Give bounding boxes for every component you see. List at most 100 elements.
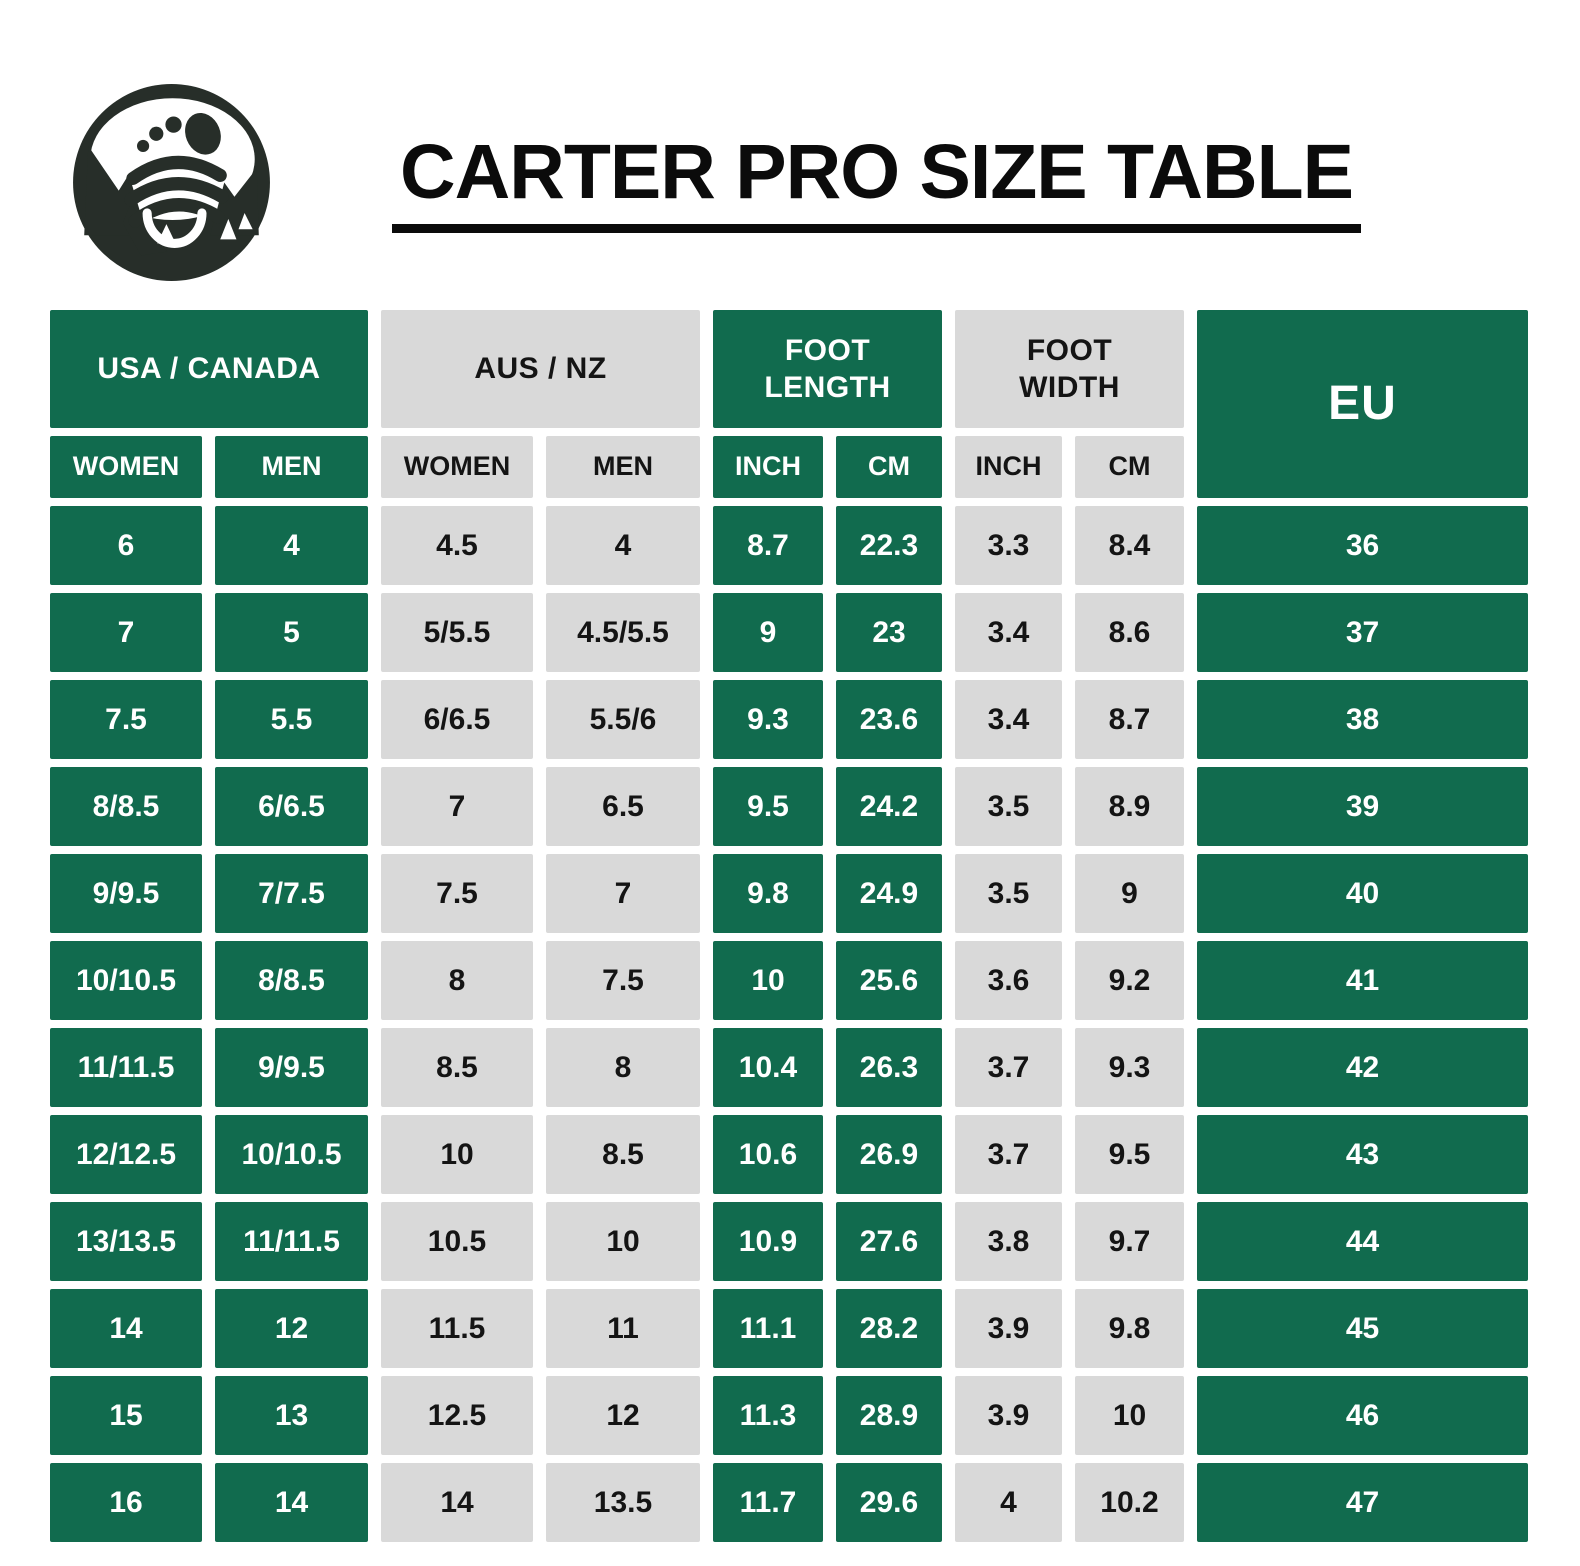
size-cell: 4 xyxy=(215,506,368,585)
size-cell: 9.8 xyxy=(1075,1289,1184,1368)
size-cell: 11.3 xyxy=(713,1376,823,1455)
size-cell: 6 xyxy=(50,506,202,585)
size-cell: 10 xyxy=(381,1115,533,1194)
size-cell: 28.2 xyxy=(836,1289,942,1368)
size-cell: 14 xyxy=(50,1289,202,1368)
size-cell: 11.7 xyxy=(713,1463,823,1542)
title-wrap: CARTER PRO SIZE TABLE xyxy=(273,131,1510,234)
size-cell: 8 xyxy=(546,1028,700,1107)
size-cell: 3.9 xyxy=(955,1289,1062,1368)
size-cell: 3.7 xyxy=(955,1028,1062,1107)
size-cell: 44 xyxy=(1197,1202,1528,1281)
header-bar: CARTER PRO SIZE TABLE xyxy=(0,0,1580,285)
size-cell: 7 xyxy=(50,593,202,672)
size-cell: 9 xyxy=(1075,854,1184,933)
size-cell: 8.4 xyxy=(1075,506,1184,585)
size-cell: 11.5 xyxy=(381,1289,533,1368)
size-cell: 9/9.5 xyxy=(50,854,202,933)
size-cell: 3.8 xyxy=(955,1202,1062,1281)
size-cell: 9.3 xyxy=(1075,1028,1184,1107)
size-cell: 8.5 xyxy=(546,1115,700,1194)
subheader-aus-men: MEN xyxy=(546,436,700,498)
size-cell: 8/8.5 xyxy=(215,941,368,1020)
subheader-length-inch: INCH xyxy=(713,436,823,498)
size-cell: 40 xyxy=(1197,854,1528,933)
size-cell: 26.3 xyxy=(836,1028,942,1107)
size-cell: 7 xyxy=(381,767,533,846)
size-cell: 6/6.5 xyxy=(381,680,533,759)
size-cell: 24.2 xyxy=(836,767,942,846)
size-cell: 4 xyxy=(546,506,700,585)
size-cell: 11 xyxy=(546,1289,700,1368)
size-cell: 9.5 xyxy=(713,767,823,846)
size-cell: 5 xyxy=(215,593,368,672)
size-cell: 3.4 xyxy=(955,593,1062,672)
size-cell: 8 xyxy=(381,941,533,1020)
size-cell: 6.5 xyxy=(546,767,700,846)
size-cell: 27.6 xyxy=(836,1202,942,1281)
size-cell: 7/7.5 xyxy=(215,854,368,933)
size-cell: 11/11.5 xyxy=(50,1028,202,1107)
size-cell: 36 xyxy=(1197,506,1528,585)
size-cell: 9.3 xyxy=(713,680,823,759)
size-cell: 13/13.5 xyxy=(50,1202,202,1281)
size-cell: 14 xyxy=(381,1463,533,1542)
size-cell: 3.9 xyxy=(955,1376,1062,1455)
size-table: USA / CANADA AUS / NZ FOOT LENGTH FOOT W… xyxy=(50,310,1528,1542)
size-cell: 5.5 xyxy=(215,680,368,759)
size-cell: 7.5 xyxy=(546,941,700,1020)
size-cell: 10/10.5 xyxy=(50,941,202,1020)
size-cell: 3.4 xyxy=(955,680,1062,759)
subheader-length-cm: CM xyxy=(836,436,942,498)
size-cell: 42 xyxy=(1197,1028,1528,1107)
size-cell: 7.5 xyxy=(381,854,533,933)
size-cell: 45 xyxy=(1197,1289,1528,1368)
size-cell: 11/11.5 xyxy=(215,1202,368,1281)
size-cell: 9.8 xyxy=(713,854,823,933)
size-cell: 5.5/6 xyxy=(546,680,700,759)
col-group-foot-length: FOOT LENGTH xyxy=(713,310,942,428)
size-cell: 8.7 xyxy=(1075,680,1184,759)
size-cell: 22.3 xyxy=(836,506,942,585)
size-cell: 10.6 xyxy=(713,1115,823,1194)
size-cell: 39 xyxy=(1197,767,1528,846)
subheader-width-inch: INCH xyxy=(955,436,1062,498)
footprint-mountain-icon xyxy=(73,84,270,281)
size-cell: 3.6 xyxy=(955,941,1062,1020)
col-group-aus-nz: AUS / NZ xyxy=(381,310,700,428)
size-cell: 7.5 xyxy=(50,680,202,759)
size-cell: 26.9 xyxy=(836,1115,942,1194)
size-cell: 47 xyxy=(1197,1463,1528,1542)
size-cell: 5/5.5 xyxy=(381,593,533,672)
brand-logo xyxy=(70,81,273,284)
size-cell: 3.7 xyxy=(955,1115,1062,1194)
size-cell: 46 xyxy=(1197,1376,1528,1455)
subheader-usa-men: MEN xyxy=(215,436,368,498)
size-cell: 7 xyxy=(546,854,700,933)
subheader-width-cm: CM xyxy=(1075,436,1184,498)
size-cell: 15 xyxy=(50,1376,202,1455)
col-group-foot-width: FOOT WIDTH xyxy=(955,310,1184,428)
size-cell: 8.9 xyxy=(1075,767,1184,846)
size-cell: 23 xyxy=(836,593,942,672)
page-title: CARTER PRO SIZE TABLE xyxy=(392,131,1361,234)
size-cell: 38 xyxy=(1197,680,1528,759)
size-cell: 16 xyxy=(50,1463,202,1542)
col-group-eu: EU xyxy=(1197,310,1528,498)
size-cell: 13 xyxy=(215,1376,368,1455)
size-cell: 8.7 xyxy=(713,506,823,585)
size-cell: 4.5/5.5 xyxy=(546,593,700,672)
size-cell: 10 xyxy=(713,941,823,1020)
size-cell: 12 xyxy=(546,1376,700,1455)
subheader-aus-women: WOMEN xyxy=(381,436,533,498)
subheader-usa-women: WOMEN xyxy=(50,436,202,498)
col-group-usa-canada: USA / CANADA xyxy=(50,310,368,428)
size-cell: 11.1 xyxy=(713,1289,823,1368)
size-cell: 10/10.5 xyxy=(215,1115,368,1194)
size-cell: 8.6 xyxy=(1075,593,1184,672)
size-cell: 9.2 xyxy=(1075,941,1184,1020)
size-cell: 8.5 xyxy=(381,1028,533,1107)
size-cell: 10 xyxy=(546,1202,700,1281)
size-cell: 4.5 xyxy=(381,506,533,585)
